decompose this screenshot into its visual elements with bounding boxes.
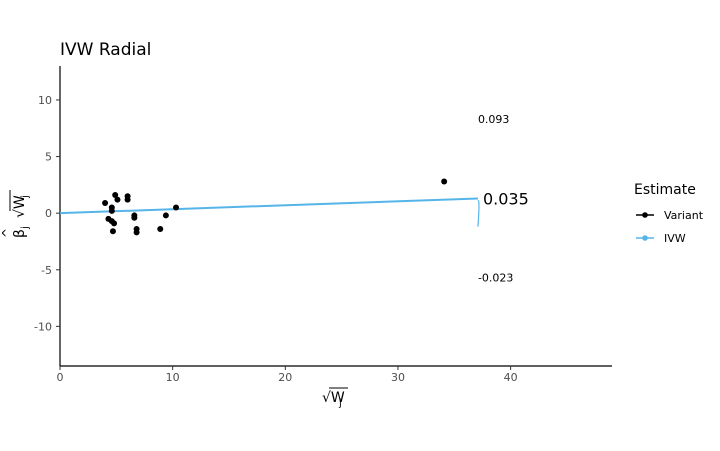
y-tick-label: 0 [45,207,52,220]
variant-point [102,199,109,206]
legend-label: Variant [664,209,704,222]
x-tick-label: 20 [278,371,292,384]
chart-title: IVW Radial [60,40,151,60]
variant-point [441,178,448,185]
y-axis-title-beta-sub: j [20,226,31,230]
plot-area: 0 10 20 30 40 -10 -5 0 5 10 0.093 0.035 -0.023 [34,66,612,384]
ivw-estimate-arc [477,200,480,227]
x-axis-title-sub: j [338,398,342,409]
x-tick-label: 40 [504,371,518,384]
estimate-annotation: 0.035 [483,189,529,208]
estimate-annotation: -0.023 [478,272,513,285]
variant-point [124,193,131,200]
variant-point [109,228,116,235]
x-axis-title: √W j [322,387,348,409]
y-axis-title-beta: β [12,229,28,238]
x-axis-title-root: √W [322,390,345,406]
y-tick-label: -10 [34,320,52,333]
variant-point [162,212,169,219]
y-tick-label: 5 [45,151,52,164]
variant-point [173,204,180,211]
variant-point [114,196,121,203]
y-axis-title: β j ^ √W j [0,190,31,238]
variant-point [111,220,118,227]
y-tick-label: -5 [41,264,52,277]
legend-key-point [642,212,648,218]
variant-point [131,214,138,221]
legend-key-point [642,235,648,241]
y-tick-label: 10 [38,94,52,107]
x-tick-label: 10 [166,371,180,384]
legend: Estimate Variant IVW [634,182,704,245]
variant-point [108,207,115,214]
legend-title: Estimate [634,182,696,198]
estimate-annotation: 0.093 [478,113,510,126]
x-tick-label: 0 [57,371,64,384]
ivw-line [59,197,478,215]
y-axis-title-sqrt: √W [12,195,28,218]
variant-point [157,226,164,233]
y-axis-title-sqrt-sub: j [20,195,31,199]
variant-point [133,229,140,236]
legend-label: IVW [664,232,686,245]
variant-point [112,192,119,199]
y-axis-title-hat: ^ [0,228,14,238]
x-tick-label: 30 [391,371,405,384]
